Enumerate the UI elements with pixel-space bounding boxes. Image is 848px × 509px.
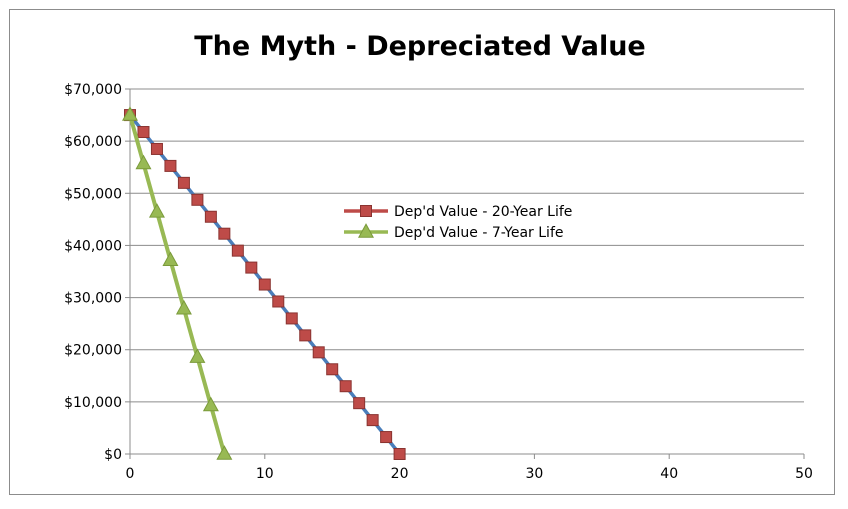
series-1-point-3: [162, 251, 179, 267]
series-1-line: [128, 114, 227, 455]
gridlines: [130, 88, 804, 403]
y-tick-label-4: $40,000: [64, 238, 122, 254]
legend-label-1: Dep'd Value - 7-Year Life: [394, 225, 563, 241]
series-1-point-6: [202, 396, 219, 412]
legend-marker-1: [358, 223, 374, 238]
series-1-point-7: [216, 445, 233, 460]
series-0-point-7: [218, 227, 231, 240]
legend-label-0: Dep'd Value - 20-Year Life: [394, 204, 572, 220]
x-tick-label-2: 20: [391, 466, 409, 482]
legend: Dep'd Value - 20-Year Life Dep'd Value - …: [344, 204, 572, 241]
y-tick-label-5: $50,000: [64, 186, 122, 202]
series-0-point-17: [353, 397, 366, 410]
series-0-point-18: [366, 414, 379, 427]
series-1-point-0: [122, 106, 138, 121]
series-1-point-2: [148, 203, 165, 218]
series-0-point-19: [380, 431, 393, 444]
x-tick-labels: 0 10 20 30 40 50: [126, 466, 813, 482]
x-tick-label-3: 30: [525, 466, 543, 482]
x-tick-label-0: 0: [126, 466, 135, 482]
series-0-point-2: [150, 142, 163, 155]
series-0-point-8: [231, 244, 244, 257]
legend-item-0: Dep'd Value - 20-Year Life: [344, 204, 572, 220]
series-0-point-11: [272, 295, 285, 308]
y-tick-labels: $0 $10,000 $20,000 $30,000 $40,000 $50,000 $60…: [64, 82, 122, 463]
y-tick-label-7: $70,000: [64, 82, 122, 98]
series: [122, 106, 406, 460]
series-0-point-6: [204, 210, 217, 223]
series-0-point-14: [312, 346, 325, 359]
series-0-point-20: [393, 448, 406, 460]
x-tick-label-5: 50: [795, 466, 813, 482]
x-tick-label-4: 40: [660, 466, 678, 482]
y-tick-label-3: $30,000: [64, 291, 122, 307]
series-0-point-1: [137, 126, 150, 139]
series-0-point-12: [285, 312, 298, 325]
series-0-point-9: [245, 261, 258, 274]
series-0-point-4: [177, 176, 190, 189]
y-tick-label-6: $60,000: [64, 134, 122, 150]
series-0: [124, 109, 406, 460]
series-0-point-16: [339, 380, 352, 393]
y-tick-label-2: $20,000: [64, 343, 122, 359]
series-1: [122, 106, 233, 460]
series-0-point-13: [299, 329, 312, 342]
axes: [125, 88, 805, 459]
series-0-point-10: [258, 278, 271, 291]
y-tick-label-1: $10,000: [64, 395, 122, 411]
chart-title: The Myth - Depreciated Value: [194, 31, 646, 62]
series-1-point-4: [175, 299, 192, 315]
series-1-point-1: [135, 154, 152, 170]
legend-marker-0: [360, 205, 372, 217]
series-0-point-5: [191, 193, 204, 206]
series-0-point-15: [326, 363, 339, 376]
chart-frame: [9, 9, 835, 495]
x-tick-label-1: 10: [256, 466, 274, 482]
series-1-point-5: [189, 348, 206, 363]
y-tick-label-0: $0: [104, 447, 122, 463]
series-0-point-3: [164, 159, 177, 172]
legend-item-1: Dep'd Value - 7-Year Life: [344, 223, 563, 241]
